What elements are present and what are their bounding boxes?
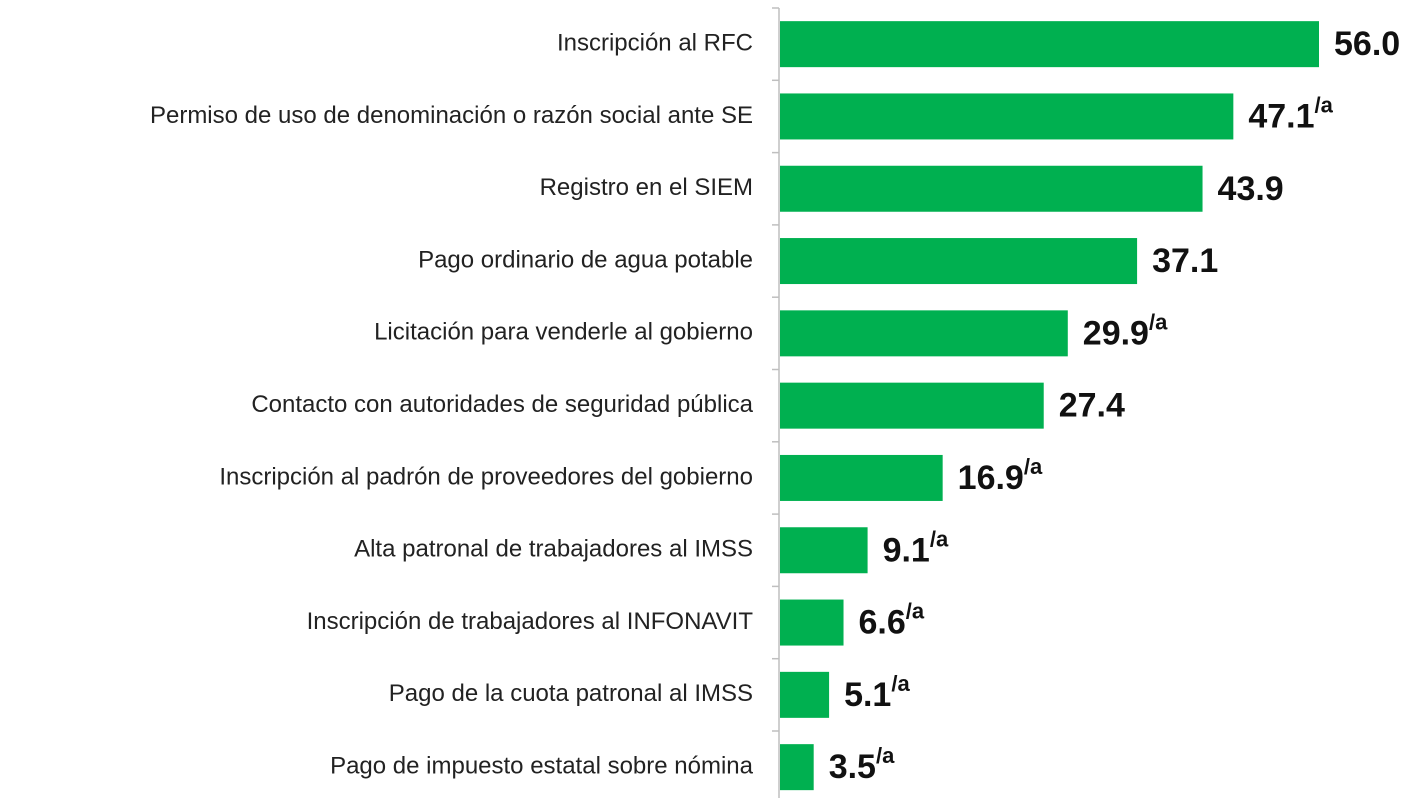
- value-text: 6.6: [859, 604, 906, 642]
- value-text: 5.1: [844, 676, 891, 714]
- category-label: Registro en el SIEM: [540, 174, 753, 201]
- value-text: 9.1: [883, 531, 930, 569]
- value-label: 56.0: [1334, 25, 1400, 63]
- value-label: 5.1/a: [844, 671, 910, 714]
- value-label: 37.1: [1152, 242, 1218, 280]
- value-note: /a: [930, 526, 949, 551]
- category-label: Inscripción al RFC: [557, 29, 753, 56]
- value-label: 43.9: [1218, 170, 1284, 208]
- value-text: 56.0: [1334, 25, 1400, 63]
- bar: [780, 599, 844, 646]
- value-note: /a: [876, 743, 895, 768]
- value-text: 27.4: [1059, 387, 1125, 425]
- value-text: 29.9: [1083, 314, 1149, 352]
- category-label: Pago de impuesto estatal sobre nómina: [330, 752, 754, 779]
- bar: [780, 238, 1138, 285]
- bar: [780, 671, 830, 718]
- value-label: 47.1/a: [1248, 92, 1333, 135]
- value-note: /a: [1149, 309, 1168, 334]
- value-note: /a: [1024, 454, 1043, 479]
- bar: [780, 21, 1319, 68]
- value-label: 3.5/a: [829, 743, 895, 786]
- value-label: 6.6/a: [859, 598, 925, 641]
- value-label: 29.9/a: [1083, 309, 1168, 352]
- value-text: 16.9: [958, 459, 1024, 497]
- value-label: 27.4: [1059, 387, 1125, 425]
- bar: [780, 454, 943, 501]
- bar: [780, 744, 814, 791]
- category-label: Inscripción de trabajadores al INFONAVIT: [307, 608, 754, 635]
- value-label: 16.9/a: [958, 454, 1043, 497]
- value-note: /a: [906, 598, 925, 623]
- category-label: Permiso de uso de denominación o razón s…: [150, 102, 753, 129]
- value-text: 43.9: [1218, 170, 1284, 208]
- value-text: 47.1: [1248, 97, 1314, 135]
- category-label: Licitación para venderle al gobierno: [374, 319, 753, 346]
- value-label: 9.1/a: [883, 526, 949, 569]
- bar: [780, 165, 1203, 212]
- category-label: Pago de la cuota patronal al IMSS: [389, 680, 753, 707]
- bar: [780, 310, 1068, 357]
- bar: [780, 382, 1044, 429]
- bar: [780, 527, 868, 574]
- value-text: 37.1: [1152, 242, 1218, 280]
- value-text: 3.5: [829, 748, 876, 786]
- category-label: Contacto con autoridades de seguridad pú…: [251, 391, 753, 418]
- category-label: Inscripción al padrón de proveedores del…: [219, 463, 753, 490]
- value-note: /a: [891, 671, 910, 696]
- category-label: Alta patronal de trabajadores al IMSS: [354, 536, 753, 563]
- value-note: /a: [1315, 92, 1334, 117]
- bar: [780, 93, 1234, 140]
- category-label: Pago ordinario de agua potable: [418, 246, 753, 273]
